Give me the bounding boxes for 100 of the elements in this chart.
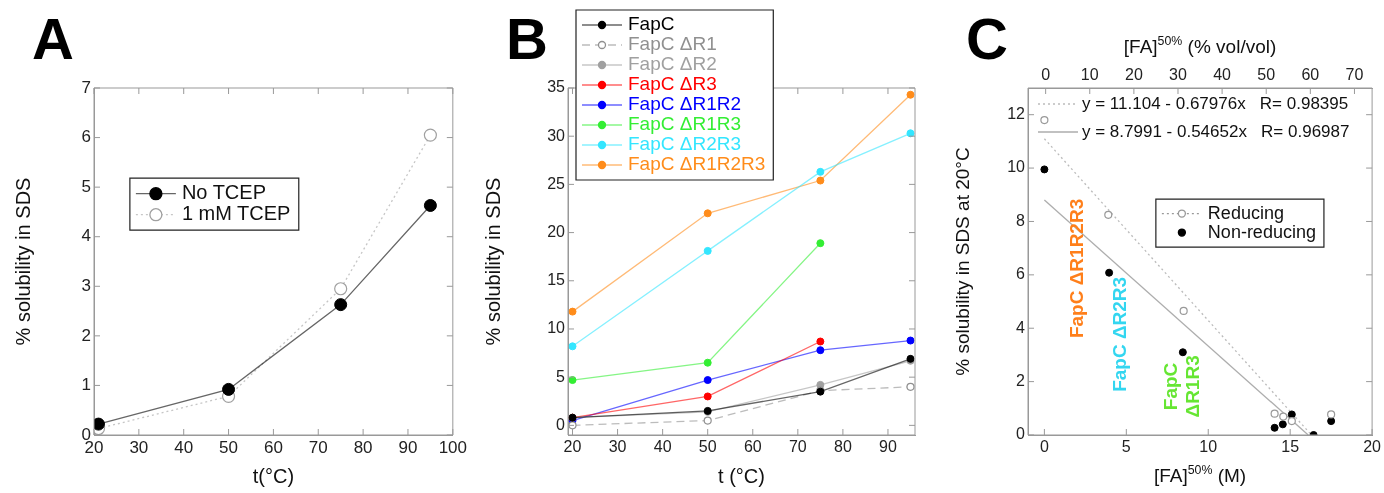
- point: [1279, 412, 1288, 421]
- point: [906, 336, 915, 345]
- point: [568, 376, 577, 385]
- y-tick-label: 10: [547, 319, 566, 337]
- y-tick-label: 7: [81, 77, 91, 97]
- x2-tick-label: 10: [1080, 65, 1099, 83]
- x-tick-label: 90: [398, 437, 418, 457]
- point: [222, 382, 236, 396]
- y-tick-label: 4: [81, 226, 91, 246]
- point: [334, 298, 348, 312]
- y-axis-title: % solubility in SDS: [481, 177, 504, 346]
- x2-tick-label: 30: [1169, 65, 1187, 83]
- point: [906, 382, 915, 391]
- x-tick-label: 30: [608, 438, 627, 456]
- y-tick-label: 20: [547, 222, 566, 240]
- legend-label: FapC ΔR1R2: [628, 93, 742, 115]
- y-tick-label: 3: [81, 275, 91, 295]
- point: [1327, 410, 1336, 419]
- x-tick-label: 50: [219, 437, 239, 457]
- point: [906, 90, 915, 99]
- chart-title: A: [32, 6, 74, 71]
- legend-label: y = 11.104 - 0.67976x R= 0.98395: [1082, 93, 1349, 113]
- legend-label: FapC ΔR2R3: [628, 133, 742, 155]
- point: [1278, 420, 1287, 429]
- annotation: FapC ΔR1R2R3: [1066, 198, 1088, 339]
- x-axis-title: t(°C): [252, 464, 295, 487]
- legend-label: FapC: [628, 13, 675, 35]
- y-tick-label: 15: [547, 271, 566, 289]
- x-tick-label: 80: [353, 437, 373, 457]
- x-tick-label: 50: [698, 438, 717, 456]
- x-tick-label: 100: [438, 437, 468, 457]
- chart-title: B: [506, 6, 548, 71]
- y-tick-label: 6: [1016, 265, 1026, 283]
- point: [1179, 306, 1188, 315]
- y-tick-label: 30: [547, 126, 566, 144]
- legend-label: y = 8.7991 - 0.54652x R= 0.96987: [1082, 121, 1350, 141]
- x-tick-label: 60: [743, 438, 762, 456]
- point: [568, 342, 577, 351]
- point: [1270, 409, 1279, 418]
- point: [1040, 165, 1049, 174]
- x-axis-title: t (°C): [718, 464, 765, 487]
- y-tick-label: 2: [1016, 372, 1026, 390]
- point: [816, 239, 825, 248]
- point: [816, 337, 825, 346]
- x2-tick-label: 20: [1124, 65, 1143, 83]
- x-tick-label: 60: [263, 437, 283, 457]
- point: [703, 376, 712, 385]
- point: [703, 209, 712, 218]
- y-axis-title: % solubility in SDS at 20°C: [952, 147, 974, 376]
- y-tick-label: 5: [556, 367, 566, 385]
- y-tick-label: 25: [547, 174, 566, 192]
- x-tick-label: 70: [308, 437, 328, 457]
- y-tick-label: 4: [1016, 318, 1026, 336]
- x2-tick-label: 50: [1257, 65, 1276, 83]
- x-tick-label: 70: [788, 438, 807, 456]
- legend-label: Reducing: [1207, 202, 1284, 223]
- legend-label: No TCEP: [181, 181, 266, 204]
- point: [816, 167, 825, 176]
- point: [703, 246, 712, 255]
- point: [1040, 115, 1049, 125]
- x2-tick-label: 70: [1345, 65, 1364, 83]
- y-tick-label: 2: [81, 325, 91, 345]
- point: [906, 129, 915, 138]
- legend-label: FapC ΔR1R2R3: [628, 153, 766, 175]
- y-tick-label: 6: [81, 127, 91, 147]
- legend-label: 1 mM TCEP: [181, 202, 291, 225]
- point: [703, 392, 712, 401]
- y-tick-label: 12: [1007, 105, 1026, 123]
- point: [816, 380, 825, 389]
- x-tick-label: 20: [1363, 438, 1382, 456]
- chart-title: C: [966, 6, 1008, 71]
- y-axis-title: % solubility in SDS: [11, 177, 34, 346]
- legend-label: FapC ΔR2: [628, 53, 717, 75]
- point: [1327, 417, 1336, 426]
- x-tick-label: 5: [1121, 438, 1131, 456]
- y-tick-label: 5: [81, 176, 91, 196]
- y-tick-label: 0: [556, 415, 566, 433]
- point: [1270, 423, 1279, 432]
- x2-tick-label: 0: [1041, 65, 1051, 83]
- point: [703, 416, 712, 425]
- legend-label: FapC ΔR1R3: [628, 113, 742, 135]
- point: [816, 346, 825, 355]
- y-tick-label: 8: [1016, 211, 1026, 229]
- point: [816, 176, 825, 185]
- point: [1287, 417, 1296, 426]
- x-tick-label: 40: [174, 437, 194, 457]
- x-tick-label: 0: [1039, 438, 1049, 456]
- point: [1287, 410, 1296, 419]
- point: [423, 128, 437, 142]
- annotation: FapC ΔR1R3: [1160, 355, 1204, 418]
- point: [334, 282, 348, 296]
- y-tick-label: 0: [1016, 425, 1026, 443]
- point: [703, 358, 712, 367]
- point: [1104, 210, 1113, 219]
- annotation: FapC ΔR2R3: [1109, 276, 1131, 392]
- y-tick-label: 1: [81, 375, 91, 395]
- x-tick-label: 80: [834, 438, 852, 456]
- x-tick-label: 15: [1281, 438, 1300, 456]
- point: [1105, 268, 1114, 277]
- x-tick-label: 90: [879, 438, 897, 456]
